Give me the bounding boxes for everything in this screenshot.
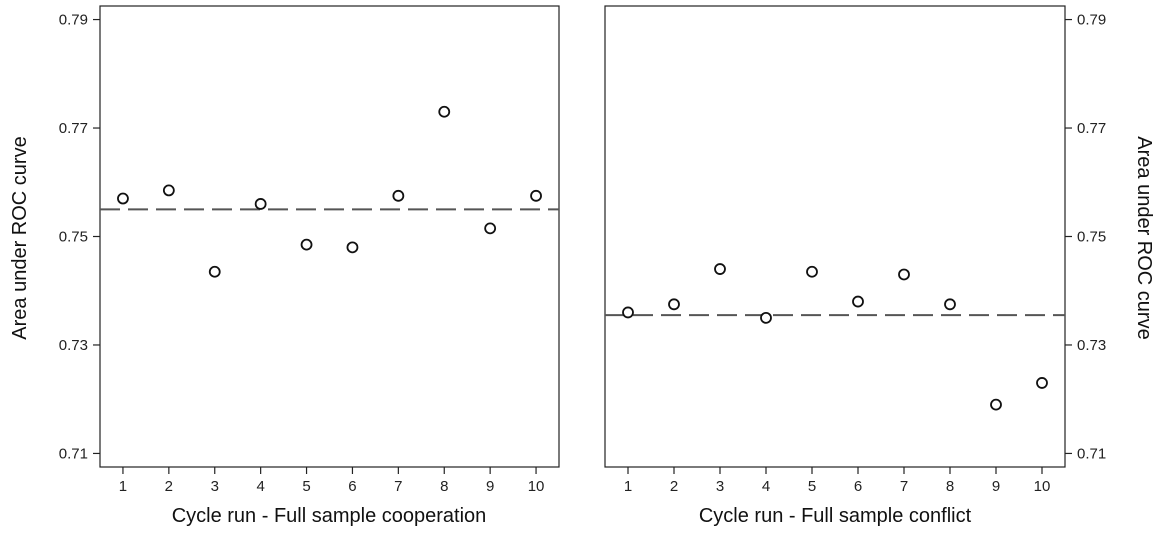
right-x-tick-label: 5 bbox=[808, 478, 816, 495]
right-y-tick-label: 0.73 bbox=[1077, 337, 1106, 354]
right-x-tick-label: 10 bbox=[1034, 478, 1051, 495]
right-data-point bbox=[898, 268, 910, 281]
left-y-tick-label: 0.75 bbox=[59, 229, 88, 246]
left-chart-panel: Cycle run - Full sample cooperation Area… bbox=[9, 5, 560, 527]
left-data-point bbox=[530, 189, 542, 202]
left-x-tick-label: 5 bbox=[302, 478, 310, 495]
left-x-axis-title: Cycle run - Full sample cooperation bbox=[172, 505, 487, 527]
left-x-tick-label: 10 bbox=[528, 478, 545, 495]
left-y-axis-title: Area under ROC curve bbox=[9, 136, 31, 339]
left-x-tick-label: 3 bbox=[211, 478, 219, 495]
left-data-point bbox=[300, 238, 313, 251]
right-x-axis-title: Cycle run - Full sample conflict bbox=[699, 505, 972, 527]
left-y-tick-label: 0.73 bbox=[59, 337, 88, 354]
right-plot-frame bbox=[604, 5, 1066, 468]
right-x-tick-label: 2 bbox=[670, 478, 678, 495]
right-y-axis-title: Area under ROC curve bbox=[1133, 136, 1155, 339]
left-data-point bbox=[208, 265, 221, 278]
left-x-tick-label: 6 bbox=[348, 478, 356, 495]
right-x-tick-label: 1 bbox=[624, 478, 632, 495]
right-y-tick-label: 0.77 bbox=[1077, 120, 1106, 137]
left-y-tick-label: 0.77 bbox=[59, 120, 88, 137]
left-x-tick-label: 7 bbox=[394, 478, 402, 495]
right-x-tick-label: 9 bbox=[992, 478, 1000, 495]
right-x-tick-label: 7 bbox=[900, 478, 908, 495]
right-y-tick-label: 0.71 bbox=[1077, 445, 1106, 462]
left-x-tick-label: 2 bbox=[165, 478, 173, 495]
right-x-tick-label: 3 bbox=[716, 478, 724, 495]
left-data-point bbox=[438, 105, 451, 118]
left-data-point bbox=[254, 198, 267, 210]
right-data-point bbox=[760, 311, 772, 324]
right-x-tick-label: 6 bbox=[854, 478, 862, 495]
right-y-tick-label: 0.79 bbox=[1077, 12, 1106, 29]
left-y-tick-label: 0.79 bbox=[59, 12, 88, 29]
left-x-tick-label: 9 bbox=[486, 478, 494, 495]
right-data-point bbox=[852, 295, 864, 308]
right-data-point bbox=[668, 298, 680, 311]
right-data-point bbox=[944, 298, 956, 311]
left-data-point bbox=[346, 241, 359, 254]
left-y-tick-label: 0.71 bbox=[59, 445, 88, 462]
right-data-point bbox=[1036, 377, 1048, 389]
right-x-tick-label: 8 bbox=[946, 478, 954, 495]
left-data-point bbox=[162, 184, 175, 197]
right-y-tick-label: 0.75 bbox=[1077, 229, 1106, 246]
right-x-tick-label: 4 bbox=[762, 478, 770, 495]
left-x-tick-label: 4 bbox=[256, 478, 264, 495]
right-data-point bbox=[806, 265, 818, 278]
left-x-tick-label: 1 bbox=[119, 478, 127, 495]
right-data-point bbox=[990, 398, 1002, 411]
right-chart-panel: Cycle run - Full sample conflict Area un… bbox=[604, 5, 1155, 527]
left-x-tick-label: 8 bbox=[440, 478, 448, 495]
left-data-point bbox=[117, 192, 129, 205]
left-plot-frame bbox=[99, 5, 560, 468]
right-data-point bbox=[622, 306, 634, 319]
right-data-point bbox=[714, 263, 726, 275]
left-data-point bbox=[484, 222, 497, 235]
left-data-point bbox=[392, 189, 405, 202]
